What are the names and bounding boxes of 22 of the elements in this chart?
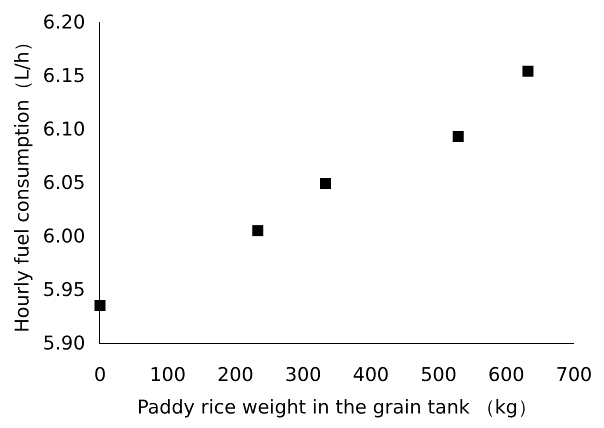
point — [320, 178, 331, 190]
point — [252, 225, 264, 236]
x-axis-title: Paddy rice weight in the grain tank （kg） — [137, 396, 537, 419]
x-tick-label: 200 — [217, 364, 254, 386]
y-tick-label: 5.90 — [42, 332, 86, 355]
x-tick-label: 100 — [150, 364, 186, 386]
y-tick-label: 6.05 — [42, 172, 86, 194]
point — [522, 66, 534, 77]
x-tick-label: 0 — [94, 364, 106, 386]
x-tick-label: 300 — [285, 364, 322, 386]
y-tick-label: 6.20 — [42, 12, 86, 34]
x-tick-label: 400 — [352, 364, 389, 386]
point — [94, 300, 106, 312]
x-tick-label: 700 — [556, 364, 592, 386]
x-tick-label: 500 — [420, 364, 457, 386]
y-tick-label: 6.15 — [42, 65, 86, 88]
y-axis-title: Hourly fuel consumption（L/h） — [12, 32, 34, 333]
y-tick-label: 6.00 — [42, 226, 86, 248]
x-tick-label: 600 — [488, 364, 524, 386]
y-tick-label: 6.10 — [42, 118, 86, 141]
point — [452, 130, 464, 142]
y-tick-label: 5.95 — [42, 279, 86, 302]
